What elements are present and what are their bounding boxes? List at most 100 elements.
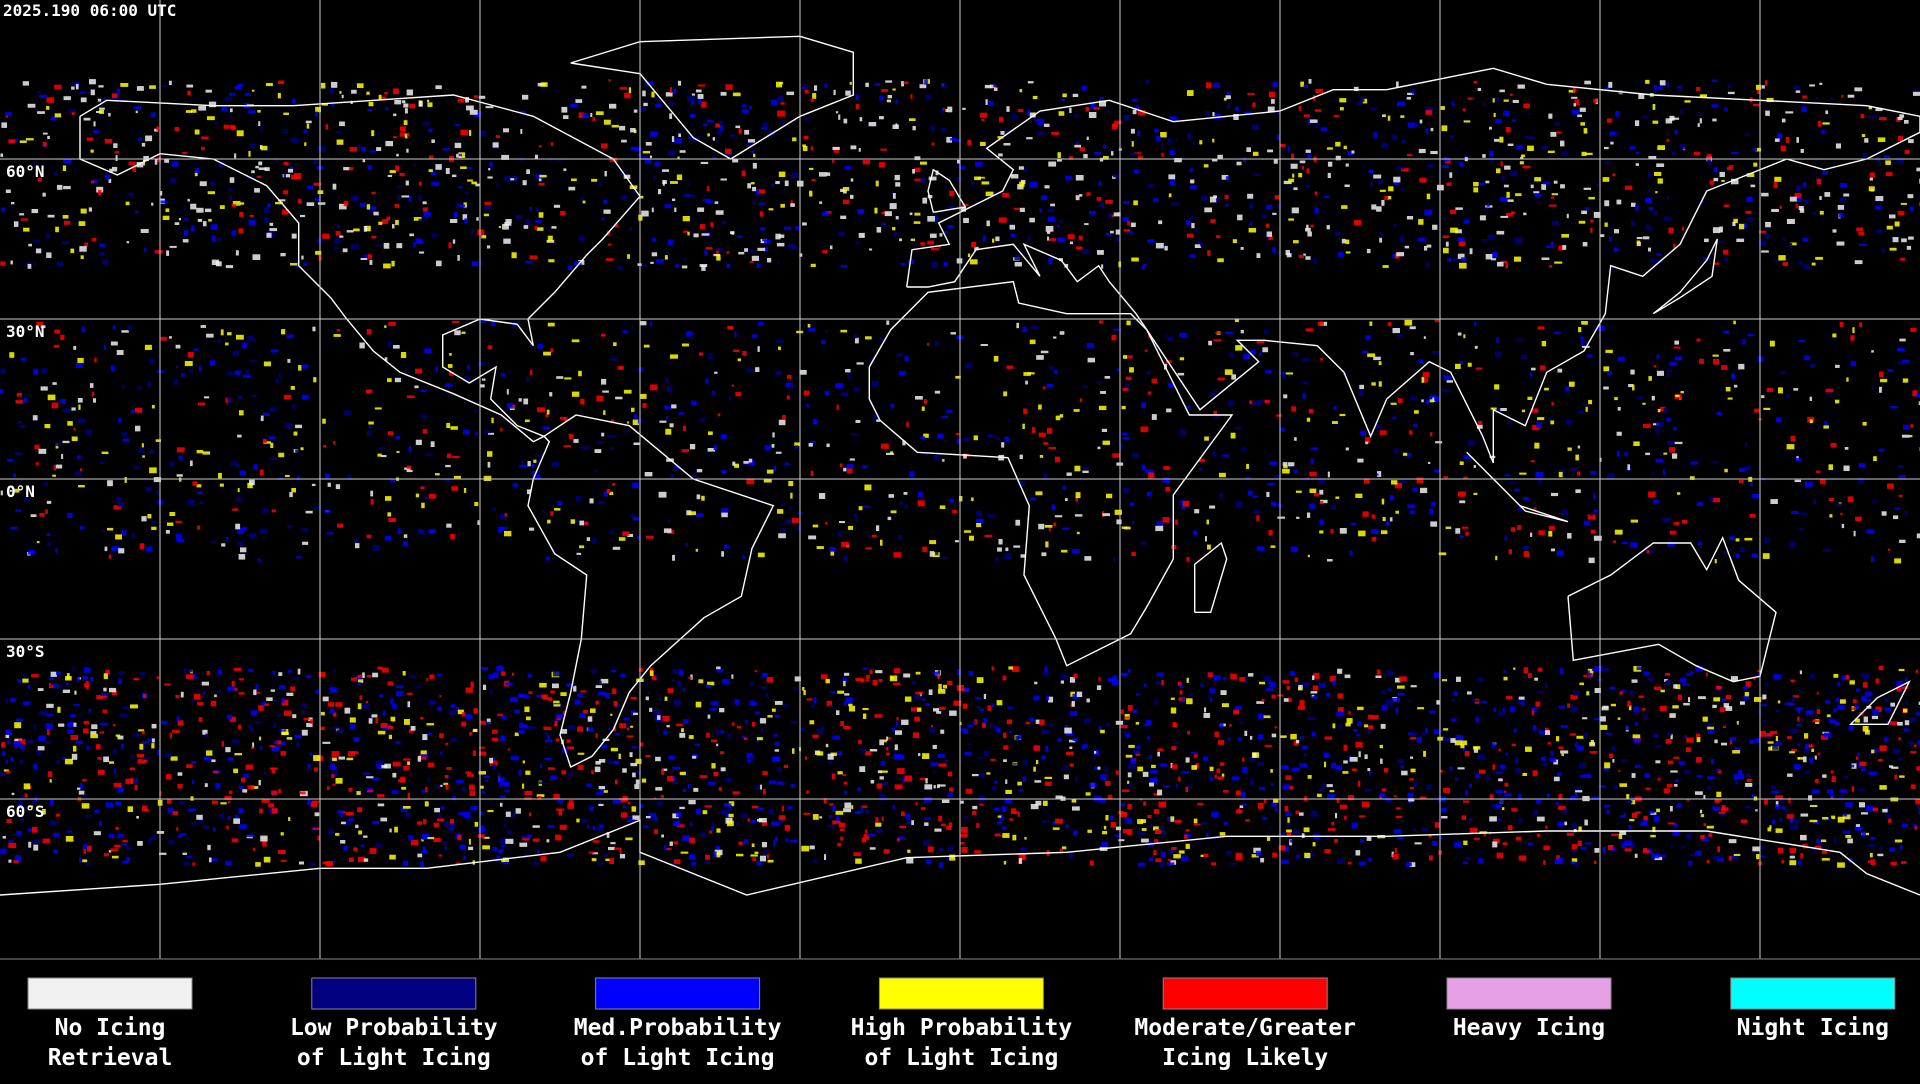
icing-pixel [1635,811,1641,814]
icing-pixel [336,729,344,733]
icing-pixel [667,775,675,782]
icing-pixel [340,811,344,817]
icing-pixel [200,325,206,328]
icing-pixel [1397,334,1404,337]
icing-pixel [35,248,42,254]
icing-pixel [520,129,523,134]
icing-pixel [1684,770,1690,775]
icing-pixel [1884,707,1892,711]
icing-pixel [1171,846,1177,850]
icing-pixel [550,690,555,694]
icing-pixel [983,718,987,723]
icing-pixel [343,846,348,852]
icing-pixel [1644,197,1653,203]
icing-pixel [560,692,567,696]
icing-pixel [36,750,42,756]
icing-pixel [1440,106,1445,110]
icing-pixel [408,675,417,679]
icing-pixel [463,488,467,493]
icing-pixel [251,170,255,174]
icing-pixel [1306,168,1310,174]
icing-pixel [1648,207,1653,211]
icing-pixel [1680,391,1684,394]
icing-pixel [1868,844,1876,848]
icing-pixel [596,792,604,795]
icing-pixel [1338,724,1342,730]
icing-pixel [404,133,408,139]
icing-pixel [122,384,125,389]
icing-pixel [942,107,945,111]
icing-pixel [1579,107,1586,112]
icing-pixel [1883,737,1889,742]
icing-pixel [1864,729,1870,735]
icing-pixel [271,746,280,752]
icing-pixel [315,689,319,694]
icing-pixel [149,358,155,364]
icing-pixel [248,668,254,673]
icing-pixel [1237,737,1243,741]
icing-pixel [1517,698,1526,704]
icing-pixel [1684,100,1691,103]
icing-pixel [892,804,895,810]
icing-pixel [1633,738,1641,744]
icing-pixel [37,111,45,114]
icing-pixel [1033,695,1040,701]
icing-pixel [594,766,601,773]
icing-pixel [528,726,536,729]
icing-pixel [1162,785,1171,788]
icing-pixel [1333,406,1337,410]
icing-pixel [1697,112,1701,116]
icing-pixel [1051,131,1060,135]
icing-pixel [402,806,411,809]
icing-pixel [56,760,61,764]
icing-pixel [1388,322,1392,327]
icing-pixel [1014,255,1020,261]
icing-pixel [1395,807,1401,810]
icing-pixel [380,817,388,822]
icing-pixel [1789,751,1795,754]
icing-pixel [1291,153,1295,159]
icing-pixel [70,714,76,718]
icing-pixel [1393,829,1402,834]
icing-pixel [1213,195,1217,199]
icing-pixel [307,799,311,805]
icing-pixel [1065,731,1073,736]
icing-pixel [1808,744,1814,748]
icing-pixel [8,840,15,843]
icing-pixel [1455,777,1458,781]
icing-pixel [1570,861,1576,865]
icing-pixel [1693,151,1701,155]
icing-pixel [287,525,293,529]
icing-pixel [1563,808,1568,815]
icing-pixel [229,177,235,183]
icing-pixel [1097,766,1101,770]
icing-pixel [759,855,766,862]
icing-pixel [19,140,27,143]
icing-pixel [1503,676,1508,681]
icing-pixel [1155,525,1164,532]
icing-pixel [1305,477,1310,480]
icing-pixel [15,718,23,722]
icing-pixel [1531,710,1535,716]
icing-pixel [367,254,372,259]
icing-pixel [1494,138,1500,142]
icing-pixel [843,189,847,194]
icing-pixel [1463,861,1468,865]
icing-pixel [1337,693,1344,699]
icing-pixel [1736,721,1739,725]
icing-pixel [1268,235,1273,241]
icing-pixel [630,128,636,133]
icing-pixel [761,842,767,848]
icing-pixel [431,181,440,186]
icing-pixel [731,674,734,679]
icing-pixel [814,85,818,91]
icing-pixel [1239,805,1244,809]
icing-pixel [461,712,466,717]
icing-pixel [1848,726,1854,731]
icing-pixel [556,738,560,742]
icing-pixel [1694,850,1702,856]
icing-pixel [1082,744,1089,749]
icing-pixel [592,538,597,543]
icing-pixel [1072,738,1078,742]
icing-pixel [144,247,147,252]
